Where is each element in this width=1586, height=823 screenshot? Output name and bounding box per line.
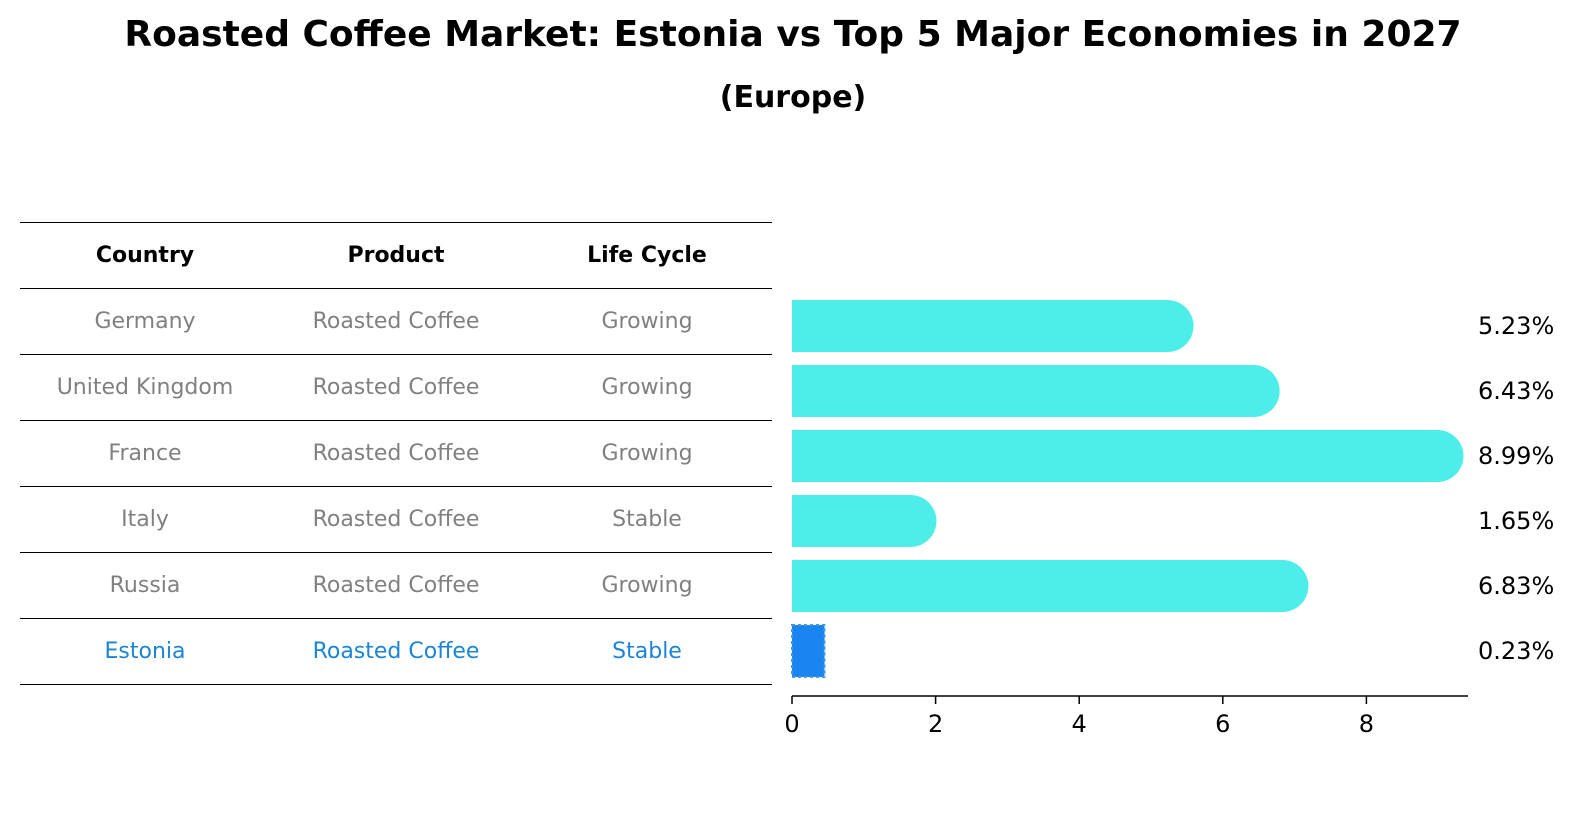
country-table: Country Product Life Cycle Germany Roast…	[20, 222, 772, 685]
bar-germany	[792, 300, 1194, 352]
product-cell: Roasted Coffee	[312, 309, 480, 334]
bar-france	[791, 430, 1464, 482]
life-cycle-cell: Growing	[601, 309, 693, 334]
x-tick-label: 8	[1359, 710, 1374, 738]
header-product: Product	[347, 243, 445, 268]
country-cell: Estonia	[104, 639, 186, 664]
value-label: 8.99%	[1478, 442, 1554, 470]
x-tick-label: 0	[784, 710, 799, 738]
chart-title: Roasted Coffee Market: Estonia vs Top 5 …	[124, 14, 1462, 55]
value-label: 6.83%	[1478, 572, 1554, 600]
life-cycle-cell: Growing	[601, 375, 693, 400]
table-row-highlighted: Estonia Roasted Coffee Stable	[20, 619, 772, 685]
table-row: Germany Roasted Coffee Growing	[20, 289, 772, 355]
value-label: 6.43%	[1478, 377, 1554, 405]
table-row: France Roasted Coffee Growing	[20, 421, 772, 487]
bar-italy	[792, 495, 937, 547]
bar-estonia	[791, 624, 826, 678]
table-header-row: Country Product Life Cycle	[20, 222, 772, 289]
product-cell: Roasted Coffee	[312, 441, 480, 466]
table-row: Russia Roasted Coffee Growing	[20, 553, 772, 619]
x-tick-label: 6	[1215, 710, 1230, 738]
header-country: Country	[95, 243, 195, 268]
country-cell: Germany	[94, 309, 196, 334]
product-cell: Roasted Coffee	[312, 375, 480, 400]
product-cell: Roasted Coffee	[312, 573, 480, 598]
life-cycle-cell: Growing	[601, 441, 693, 466]
country-cell: Russia	[109, 573, 181, 598]
life-cycle-cell: Stable	[612, 639, 682, 664]
bar-united-kingdom	[792, 365, 1280, 417]
country-cell: United Kingdom	[56, 375, 234, 400]
country-cell: France	[108, 441, 182, 466]
table-row: United Kingdom Roasted Coffee Growing	[20, 355, 772, 421]
header-life-cycle: Life Cycle	[587, 243, 707, 268]
x-tick-label: 4	[1072, 710, 1087, 738]
value-label: 5.23%	[1478, 312, 1554, 340]
x-tick-label: 2	[928, 710, 943, 738]
table-row: Italy Roasted Coffee Stable	[20, 487, 772, 553]
life-cycle-cell: Growing	[601, 573, 693, 598]
life-cycle-cell: Stable	[612, 507, 682, 532]
product-cell: Roasted Coffee	[312, 639, 480, 664]
value-label: 1.65%	[1478, 507, 1554, 535]
value-label: 0.23%	[1478, 637, 1554, 665]
bar-russia	[792, 560, 1309, 612]
country-cell: Italy	[121, 507, 169, 532]
product-cell: Roasted Coffee	[312, 507, 480, 532]
chart-subtitle: (Europe)	[719, 80, 867, 115]
